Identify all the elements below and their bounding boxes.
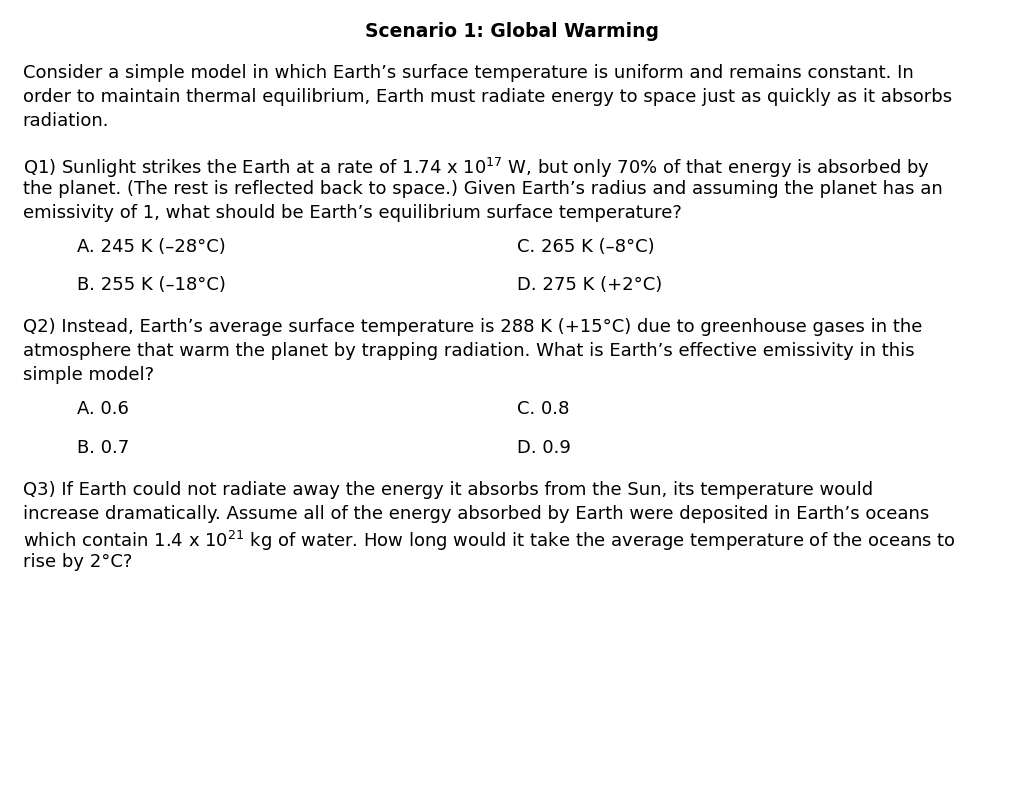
Text: C. 0.8: C. 0.8: [517, 401, 569, 418]
Text: A. 245 K (–28°C): A. 245 K (–28°C): [77, 238, 225, 256]
Text: the planet. (The rest is reflected back to space.) Given Earth’s radius and assu: the planet. (The rest is reflected back …: [23, 180, 942, 198]
Text: D. 275 K (+2°C): D. 275 K (+2°C): [517, 277, 663, 294]
Text: radiation.: radiation.: [23, 112, 109, 130]
Text: Scenario 1: Global Warming: Scenario 1: Global Warming: [365, 22, 659, 42]
Text: increase dramatically. Assume all of the energy absorbed by Earth were deposited: increase dramatically. Assume all of the…: [23, 505, 929, 523]
Text: which contain 1.4 x 10$^{21}$ kg of water. How long would it take the average te: which contain 1.4 x 10$^{21}$ kg of wate…: [23, 529, 955, 553]
Text: B. 255 K (–18°C): B. 255 K (–18°C): [77, 277, 225, 294]
Text: emissivity of 1, what should be Earth’s equilibrium surface temperature?: emissivity of 1, what should be Earth’s …: [23, 204, 681, 222]
Text: B. 0.7: B. 0.7: [77, 439, 129, 457]
Text: A. 0.6: A. 0.6: [77, 401, 129, 418]
Text: Consider a simple model in which Earth’s surface temperature is uniform and rema: Consider a simple model in which Earth’s…: [23, 64, 913, 82]
Text: order to maintain thermal equilibrium, Earth must radiate energy to space just a: order to maintain thermal equilibrium, E…: [23, 88, 951, 106]
Text: simple model?: simple model?: [23, 366, 154, 385]
Text: rise by 2°C?: rise by 2°C?: [23, 553, 132, 571]
Text: Q3) If Earth could not radiate away the energy it absorbs from the Sun, its temp: Q3) If Earth could not radiate away the …: [23, 481, 872, 499]
Text: C. 265 K (–8°C): C. 265 K (–8°C): [517, 238, 654, 256]
Text: Q1) Sunlight strikes the Earth at a rate of 1.74 x 10$^{17}$ W, but only 70% of : Q1) Sunlight strikes the Earth at a rate…: [23, 156, 930, 180]
Text: Q2) Instead, Earth’s average surface temperature is 288 K (+15°C) due to greenho: Q2) Instead, Earth’s average surface tem…: [23, 318, 922, 337]
Text: D. 0.9: D. 0.9: [517, 439, 571, 457]
Text: atmosphere that warm the planet by trapping radiation. What is Earth’s effective: atmosphere that warm the planet by trapp…: [23, 342, 914, 361]
